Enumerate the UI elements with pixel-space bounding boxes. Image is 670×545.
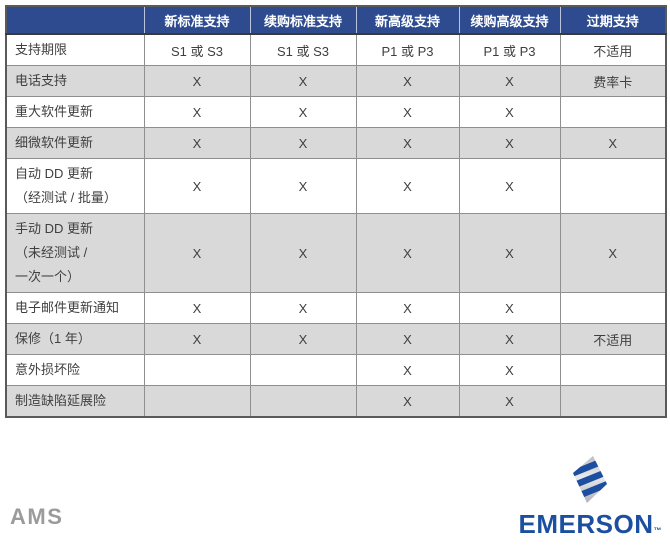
cell-value: X	[249, 323, 357, 355]
cell-value: X	[458, 213, 561, 293]
cell-value	[143, 385, 251, 418]
cell-value: S1 或 S3	[249, 33, 357, 66]
cell-value: X	[143, 65, 251, 97]
table-row: 保修（1 年） X X X X 不适用	[5, 323, 667, 355]
cell-value: S1 或 S3	[143, 33, 251, 66]
cell-value: X	[355, 323, 460, 355]
cell-value	[559, 385, 667, 418]
table-row: 重大软件更新 X X X X	[5, 96, 667, 128]
table-row: 细微软件更新 X X X X X	[5, 127, 667, 159]
table-row: 制造缺陷延展险 X X	[5, 385, 667, 418]
cell-value: X	[458, 65, 561, 97]
cell-value: 不适用	[559, 33, 667, 66]
cell-value: X	[249, 292, 357, 324]
cell-value: X	[143, 96, 251, 128]
row-label: 重大软件更新	[5, 96, 145, 128]
cell-value: X	[249, 213, 357, 293]
row-label: 支持期限	[5, 33, 145, 66]
row-label: 手动 DD 更新 （未经测试 / 一次一个）	[5, 213, 145, 293]
cell-value: X	[458, 323, 561, 355]
cell-value: X	[249, 158, 357, 214]
cell-value	[559, 292, 667, 324]
ams-logo: AMS	[10, 504, 64, 529]
cell-value: X	[249, 96, 357, 128]
cell-value: X	[355, 213, 460, 293]
cell-value: X	[458, 127, 561, 159]
column-header: 过期支持	[559, 6, 666, 35]
cell-value: X	[559, 213, 667, 293]
row-label: 意外损坏险	[5, 354, 145, 386]
cell-value: 不适用	[559, 323, 667, 355]
emerson-wordmark: EMERSON™	[518, 509, 662, 539]
row-label: 电子邮件更新通知	[5, 292, 145, 324]
cell-value	[559, 96, 667, 128]
emerson-logo: EMERSON™	[519, 455, 662, 545]
cell-value: X	[355, 127, 460, 159]
row-label: 自动 DD 更新 （经测试 / 批量）	[5, 158, 145, 214]
row-label: 电话支持	[5, 65, 145, 97]
cell-value: X	[143, 127, 251, 159]
row-label: 制造缺陷延展险	[5, 385, 145, 418]
cell-value: X	[559, 127, 667, 159]
cell-value: X	[355, 354, 460, 386]
corner-cell	[6, 6, 144, 35]
column-header: 续购高级支持	[458, 6, 560, 35]
table-row: 意外损坏险 X X	[5, 354, 667, 386]
cell-value: X	[458, 354, 561, 386]
cell-value: X	[143, 323, 251, 355]
column-header: 新标准支持	[143, 6, 250, 35]
cell-value: X	[249, 65, 357, 97]
cell-value	[249, 385, 357, 418]
cell-value: P1 或 P3	[355, 33, 460, 66]
cell-value: 费率卡	[559, 65, 667, 97]
table-row: 支持期限 S1 或 S3 S1 或 S3 P1 或 P3 P1 或 P3 不适用	[5, 33, 667, 66]
support-comparison-table: 新标准支持 续购标准支持 新高级支持 续购高级支持 过期支持 支持期限 S1 或 S3 S1…	[5, 5, 667, 418]
column-header: 续购标准支持	[249, 6, 356, 35]
cell-value: X	[143, 213, 251, 293]
cell-value: X	[355, 158, 460, 214]
column-header: 新高级支持	[355, 6, 459, 35]
table-row: 手动 DD 更新 （未经测试 / 一次一个） X X X X X	[5, 213, 667, 293]
cell-value: X	[458, 158, 561, 214]
cell-value	[559, 158, 667, 214]
cell-value: P1 或 P3	[458, 33, 561, 66]
cell-value: X	[143, 158, 251, 214]
cell-value: X	[355, 292, 460, 324]
emerson-diamond-icon	[570, 455, 610, 509]
cell-value: X	[143, 292, 251, 324]
cell-value	[559, 354, 667, 386]
header-row: 新标准支持 续购标准支持 新高级支持 续购高级支持 过期支持	[6, 6, 666, 35]
cell-value: X	[458, 292, 561, 324]
trademark-symbol: ™	[653, 526, 662, 535]
cell-value: X	[355, 96, 460, 128]
row-label: 保修（1 年）	[5, 323, 145, 355]
cell-value: X	[355, 65, 460, 97]
cell-value: X	[249, 127, 357, 159]
table-row: 电子邮件更新通知 X X X X	[5, 292, 667, 324]
cell-value	[249, 354, 357, 386]
table-row: 自动 DD 更新 （经测试 / 批量） X X X X	[5, 158, 667, 214]
table-row: 电话支持 X X X X 费率卡	[5, 65, 667, 97]
row-label: 细微软件更新	[5, 127, 145, 159]
cell-value: X	[355, 385, 460, 418]
support-table-body: 支持期限 S1 或 S3 S1 或 S3 P1 或 P3 P1 或 P3 不适用 电话支持 X…	[5, 33, 667, 418]
cell-value	[143, 354, 251, 386]
cell-value: X	[458, 385, 561, 418]
cell-value: X	[458, 96, 561, 128]
